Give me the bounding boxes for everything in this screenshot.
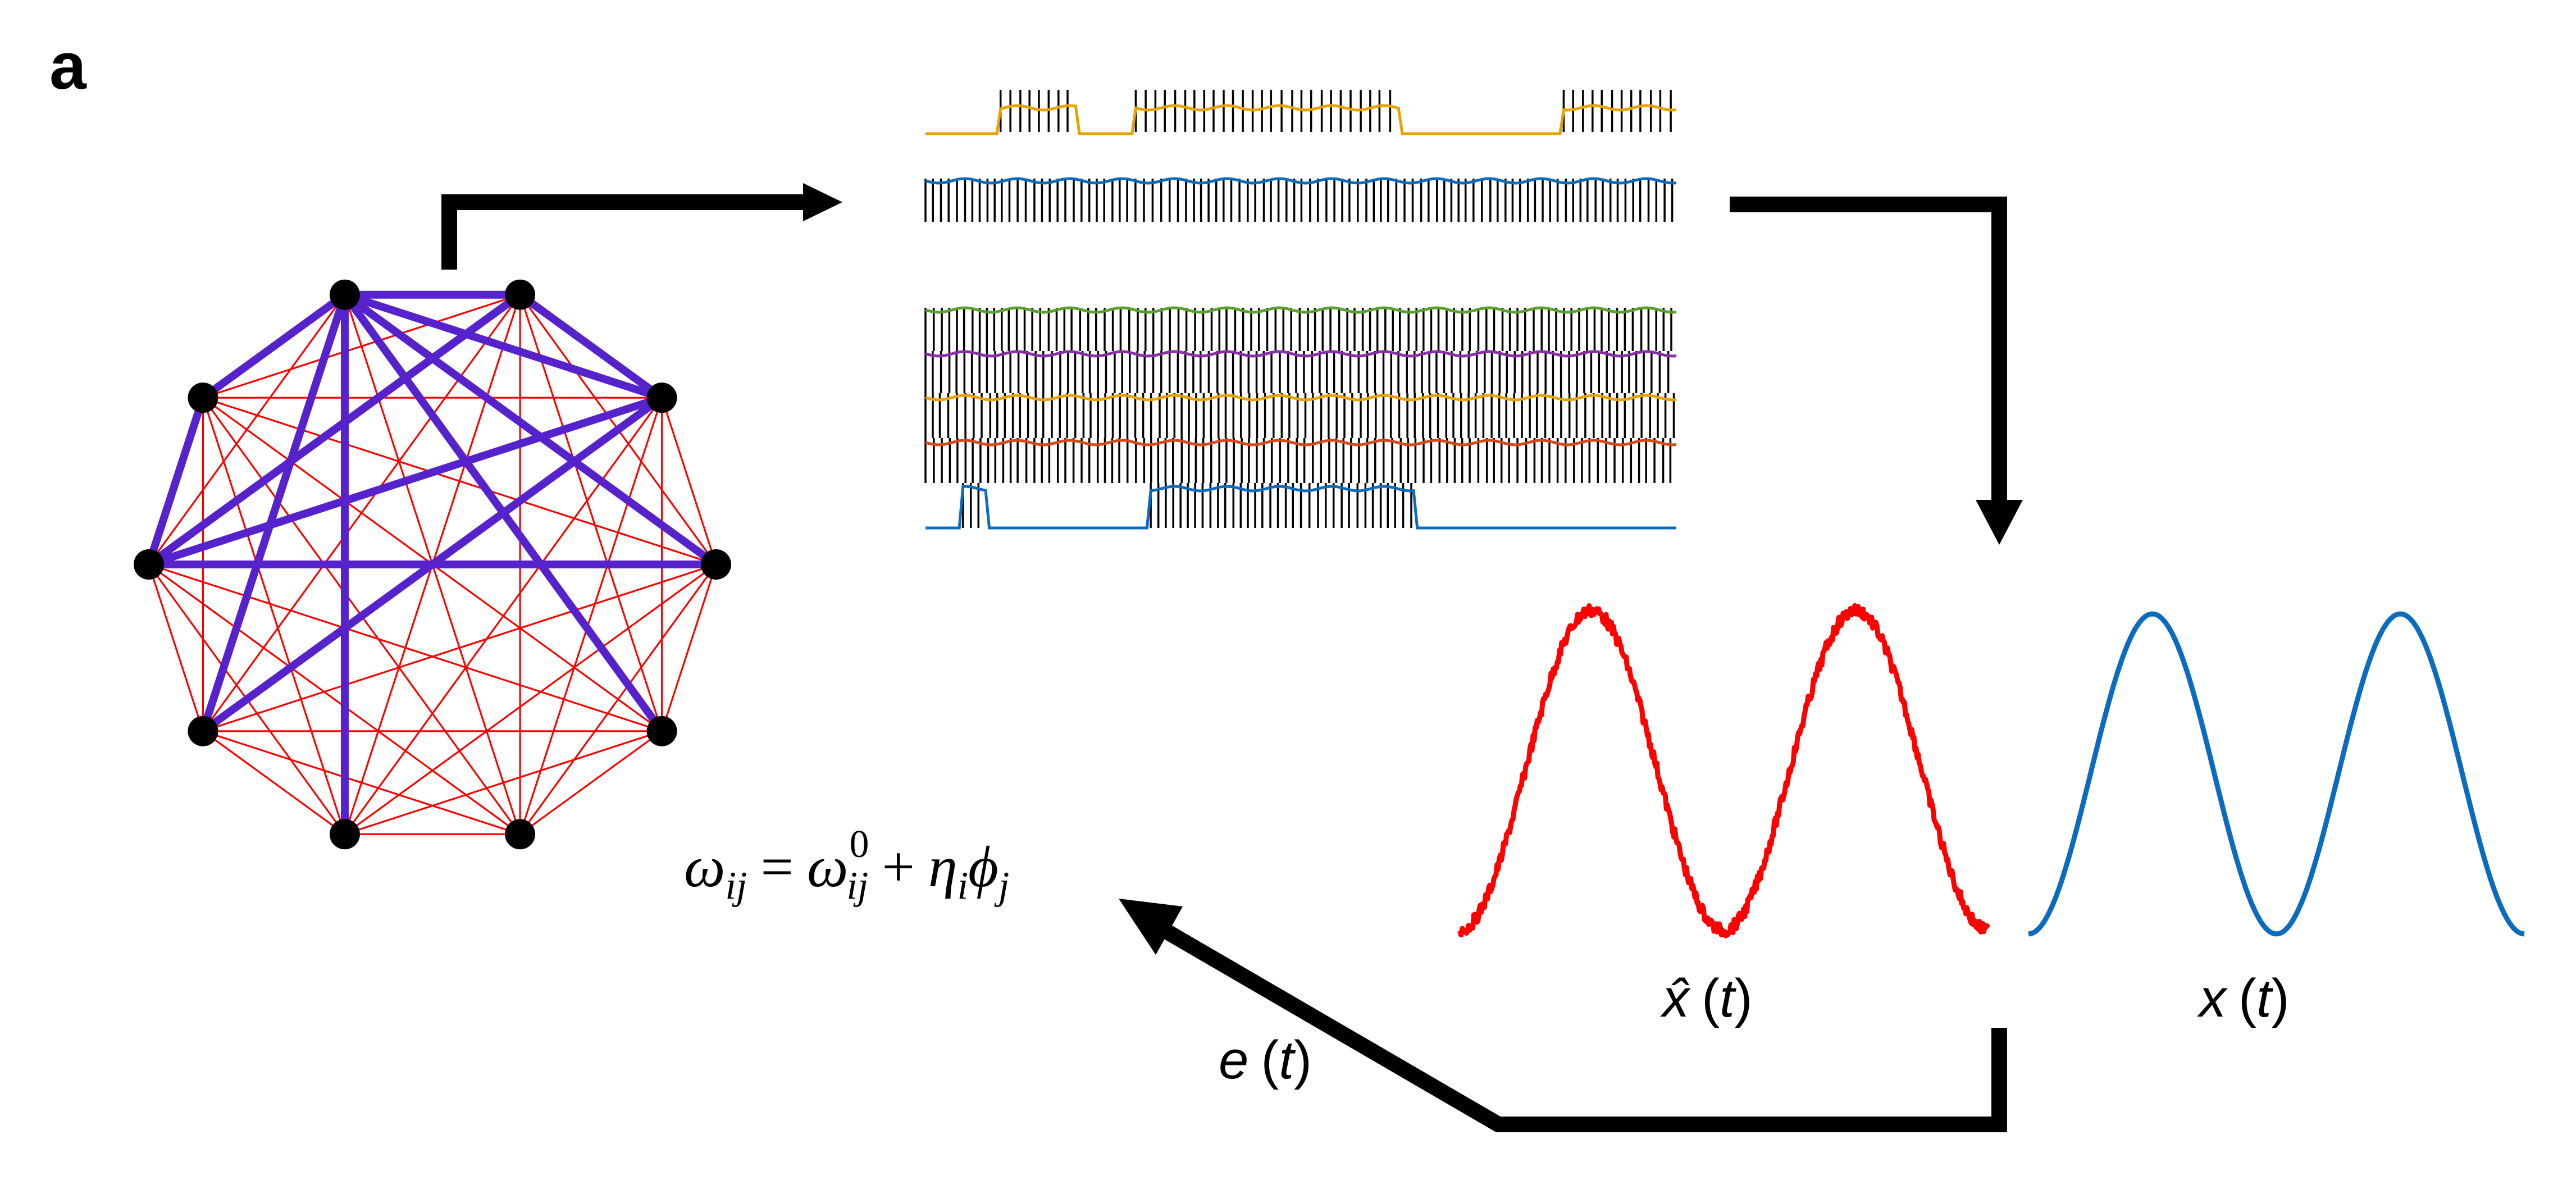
network-node <box>329 819 360 850</box>
membrane-trace <box>925 394 1677 402</box>
network-node <box>134 549 164 580</box>
membrane-trace <box>925 306 1677 314</box>
target-label: x (t) <box>2197 968 2290 1028</box>
learned-edge <box>145 290 525 568</box>
weight-update-equation: ωij = ω0 ij + ηiϕj <box>684 823 1009 908</box>
estimated-signal-curve <box>1457 603 1990 938</box>
membrane-trace <box>925 177 1677 185</box>
arrow-network-to-spikes <box>441 194 809 270</box>
network-node <box>188 382 218 413</box>
network-edge <box>344 563 717 835</box>
network-edge <box>519 730 663 835</box>
network-edge <box>519 294 663 732</box>
learned-edge <box>340 290 666 402</box>
spike-raster-bottom <box>924 306 1677 530</box>
network-edge <box>202 730 521 835</box>
network-node <box>505 279 536 310</box>
network-node <box>188 716 218 746</box>
network-edge <box>202 397 346 835</box>
arrow-head-upleft-icon <box>1119 899 1183 955</box>
network-node <box>701 549 731 580</box>
membrane-trace <box>925 350 1677 358</box>
network-node <box>646 716 677 746</box>
spike-raster-top <box>924 90 1677 222</box>
membrane-trace <box>925 485 1676 530</box>
network-edge <box>202 563 717 732</box>
network-edge <box>148 563 521 835</box>
network-edge <box>519 397 663 835</box>
network-edge <box>148 563 663 732</box>
network-edge <box>661 397 717 565</box>
learned-edge <box>145 394 666 568</box>
arrow-head-right-icon <box>803 183 842 221</box>
error-label: e (t) <box>1219 1030 1312 1090</box>
network-node <box>646 382 677 413</box>
learned-edge <box>145 394 207 568</box>
network-edge <box>202 730 345 835</box>
network-edge <box>202 294 521 399</box>
learned-edge <box>199 290 349 402</box>
network-edge <box>344 730 663 835</box>
arrow-spikes-to-estimate <box>1730 197 2007 503</box>
arrow-error-to-weights <box>1164 925 2007 1132</box>
membrane-trace <box>925 104 1677 135</box>
estimate-label: x̂ (t) <box>1660 968 1753 1028</box>
recurrent-network-graph <box>134 279 731 850</box>
panel-label: a <box>49 29 87 103</box>
learned-edge <box>340 290 720 568</box>
learned-edge <box>516 290 666 402</box>
learned-edge <box>199 290 349 735</box>
arrow-head-down-icon <box>1976 500 2023 545</box>
network-edge <box>661 564 717 732</box>
network-edge <box>148 564 204 732</box>
network-node <box>505 819 536 850</box>
network-node <box>329 279 360 310</box>
membrane-trace <box>925 439 1677 447</box>
flow-arrows <box>441 183 2023 1132</box>
target-signal-curve <box>2028 611 2525 937</box>
network-edge <box>202 397 717 566</box>
